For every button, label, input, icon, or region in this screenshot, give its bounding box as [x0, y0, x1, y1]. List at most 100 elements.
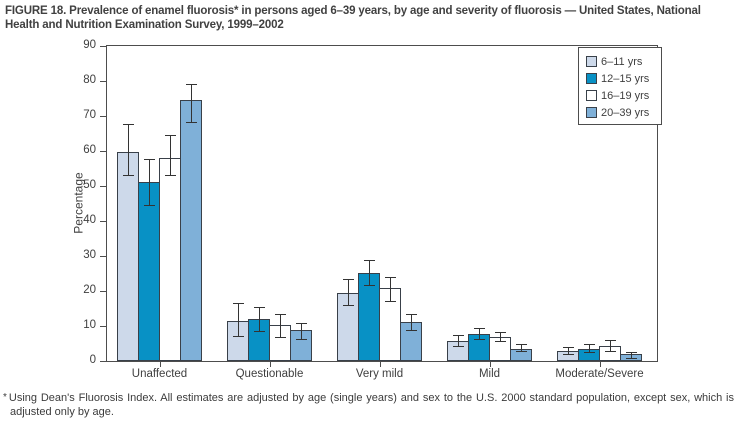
error-bar-cap-top	[494, 332, 506, 334]
error-bar-cap-top	[405, 313, 417, 315]
x-category-label: Unaffected	[131, 368, 188, 380]
bar	[138, 181, 160, 361]
x-axis-tick	[380, 362, 381, 367]
y-tick-label: 70	[83, 108, 96, 121]
error-bar-cap-top	[604, 339, 616, 341]
error-bar-line	[237, 303, 239, 338]
x-axis-tick	[160, 362, 161, 367]
error-bar-cap-bottom	[625, 357, 637, 359]
error-bar-cap-bottom	[274, 337, 286, 339]
legend-swatch	[586, 107, 597, 118]
error-bar-cap-bottom	[515, 351, 527, 353]
y-axis-tick	[100, 116, 106, 117]
error-bar-line	[567, 347, 569, 356]
y-tick-label: 40	[83, 213, 96, 226]
error-bar-cap-top	[122, 123, 134, 125]
error-bar-cap-top	[164, 134, 176, 136]
y-axis-tick	[100, 291, 106, 292]
error-bar-line	[457, 334, 459, 347]
error-bar-cap-bottom	[494, 341, 506, 343]
error-bar-cap-bottom	[143, 205, 155, 207]
error-bar-cap-bottom	[604, 351, 616, 353]
footnote-marker: *	[3, 392, 7, 403]
error-bar-cap-bottom	[232, 336, 244, 338]
error-bar-line	[127, 123, 129, 177]
error-bar-cap-top	[473, 328, 485, 330]
error-bar-cap-top	[363, 259, 375, 261]
error-bar-cap-top	[583, 343, 595, 345]
legend-label: 6–11 yrs	[601, 55, 643, 68]
error-bar-cap-top	[384, 277, 396, 278]
error-bar-line	[258, 307, 260, 332]
y-axis-tick	[100, 46, 106, 47]
error-bar-line	[190, 83, 192, 123]
y-axis-tick	[100, 256, 106, 257]
plot-area	[106, 45, 658, 362]
error-bar-cap-top	[342, 278, 354, 280]
error-bar-cap-bottom	[253, 330, 265, 332]
x-category-label: Moderate/Severe	[555, 368, 644, 380]
error-bar-line	[368, 259, 370, 286]
error-bar-line	[630, 351, 632, 359]
error-bar-cap-top	[253, 307, 265, 309]
error-bar-cap-bottom	[562, 354, 574, 356]
error-bar-cap-bottom	[295, 338, 307, 340]
error-bar-cap-bottom	[164, 175, 176, 177]
error-bar-line	[520, 343, 522, 353]
x-category-label: Mild	[478, 368, 501, 380]
x-axis-tick	[490, 362, 491, 367]
error-bar-cap-bottom	[473, 339, 485, 340]
legend-item: 6–11 yrs	[586, 53, 658, 70]
y-axis-tick	[100, 221, 106, 222]
legend-item: 12–15 yrs	[586, 70, 658, 87]
error-bar-line	[609, 339, 611, 353]
error-bar-cap-top	[185, 83, 197, 85]
error-bar-cap-bottom	[583, 352, 595, 354]
bar	[159, 158, 181, 361]
error-bar-cap-bottom	[122, 175, 134, 177]
error-bar-cap-top	[515, 343, 527, 345]
y-tick-label: 60	[83, 143, 96, 156]
error-bar-line	[410, 313, 412, 332]
y-axis-tick	[100, 151, 106, 152]
error-bar-cap-top	[562, 347, 574, 349]
legend-item: 20–39 yrs	[586, 104, 658, 121]
y-axis-tick	[100, 361, 106, 362]
y-tick-label: 10	[83, 318, 96, 331]
legend-swatch	[586, 56, 597, 67]
error-bar-line	[389, 277, 391, 302]
error-bar-line	[588, 343, 590, 354]
footnote: * Using Dean's Fluorosis Index. All estim…	[3, 391, 734, 419]
error-bar-cap-bottom	[405, 330, 417, 332]
figure-title: FIGURE 18. Prevalence of enamel fluorosi…	[5, 5, 701, 31]
legend-item: 16–19 yrs	[586, 87, 658, 104]
error-bar-line	[169, 134, 171, 177]
y-tick-label: 80	[83, 73, 96, 86]
y-tick-label: 30	[83, 248, 96, 261]
error-bar-cap-top	[143, 158, 155, 160]
y-axis-tick	[100, 326, 106, 327]
y-axis-tick	[100, 81, 106, 82]
x-axis-tick	[270, 362, 271, 367]
legend-label: 12–15 yrs	[601, 72, 650, 85]
error-bar-cap-top	[274, 314, 286, 316]
error-bar-line	[478, 328, 480, 340]
legend-label: 20–39 yrs	[601, 106, 650, 119]
legend-swatch	[586, 73, 597, 84]
y-tick-label: 90	[83, 38, 96, 51]
error-bar-cap-bottom	[384, 300, 396, 302]
error-bar-cap-top	[452, 334, 464, 336]
bar	[117, 151, 139, 361]
x-axis-tick	[600, 362, 601, 367]
y-tick-label: 0	[89, 353, 96, 366]
error-bar-cap-bottom	[452, 346, 464, 347]
legend-label: 16–19 yrs	[601, 89, 650, 102]
y-axis-tick	[100, 186, 106, 187]
y-tick-label: 50	[83, 178, 96, 191]
error-bar-cap-top	[295, 322, 307, 324]
x-category-label: Questionable	[235, 368, 304, 380]
error-bar-cap-bottom	[342, 304, 354, 306]
error-bar-line	[499, 332, 501, 343]
